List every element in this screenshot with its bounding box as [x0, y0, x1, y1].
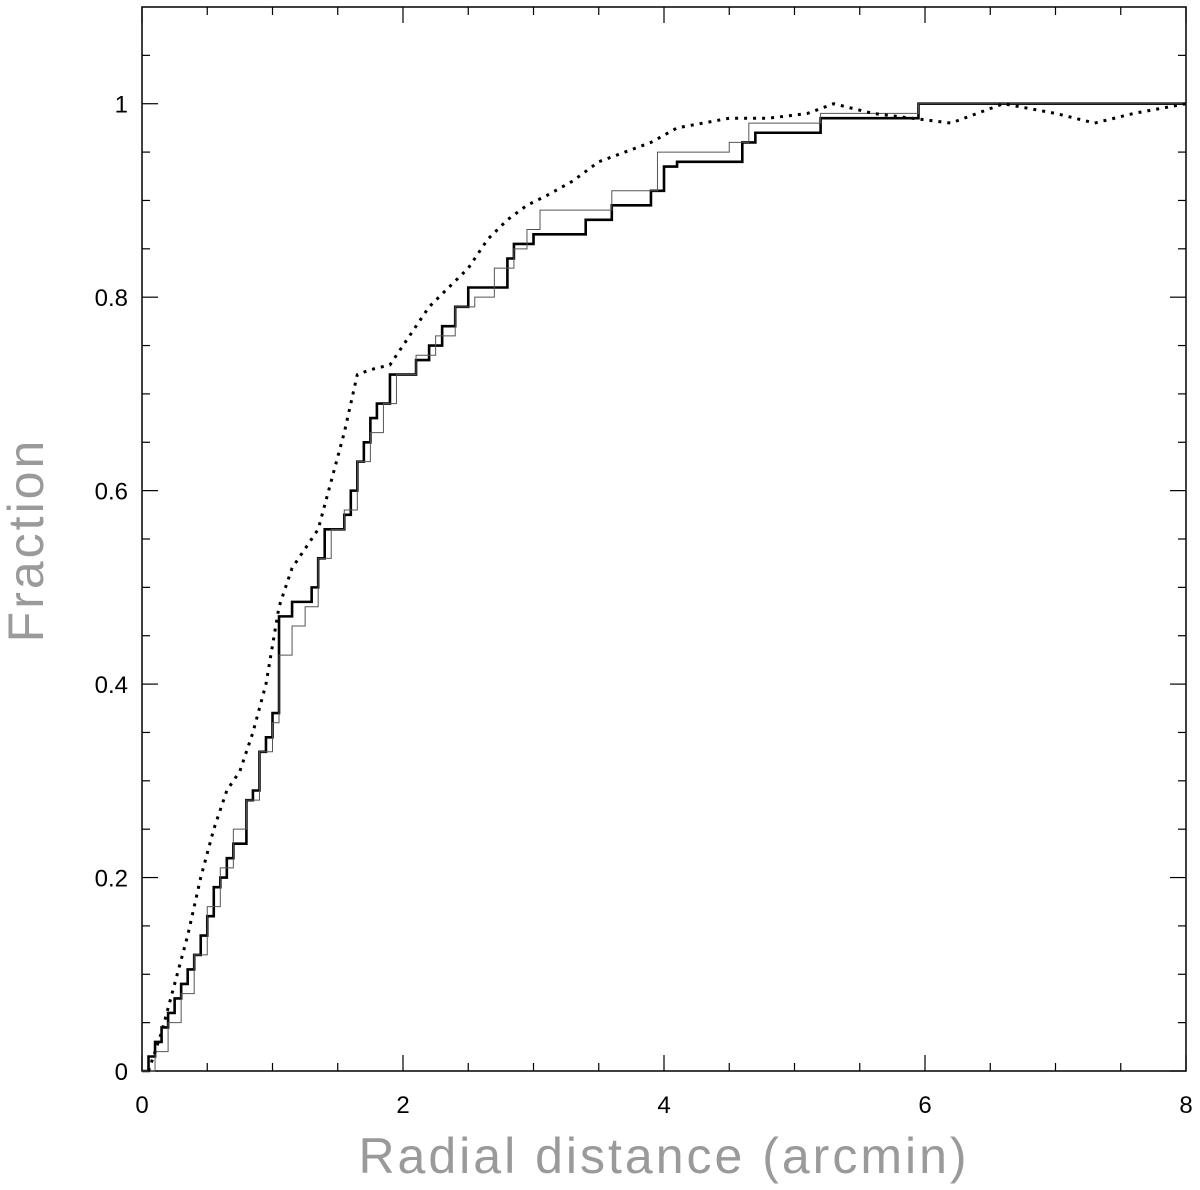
x-tick-label: 2 [396, 1092, 409, 1119]
series-line [147, 102, 1187, 1072]
x-tick-label: 0 [135, 1092, 148, 1119]
x-tick-label: 4 [657, 1092, 670, 1119]
y-axis-title: Fraction [0, 438, 54, 643]
x-tick-label: 8 [1179, 1092, 1192, 1119]
x-tick-label: 6 [918, 1092, 931, 1119]
y-tick-label: 1 [115, 92, 128, 119]
y-tick-label: 0 [115, 1059, 128, 1086]
y-tick-label: 0.8 [95, 285, 128, 312]
y-tick-label: 0.6 [95, 479, 128, 506]
y-tick-label: 0.4 [95, 672, 128, 699]
x-axis-title: Radial distance (arcmin) [358, 1128, 969, 1184]
series-line [142, 102, 1186, 1073]
series-line [142, 103, 1186, 1072]
y-tick-label: 0.2 [95, 866, 128, 893]
